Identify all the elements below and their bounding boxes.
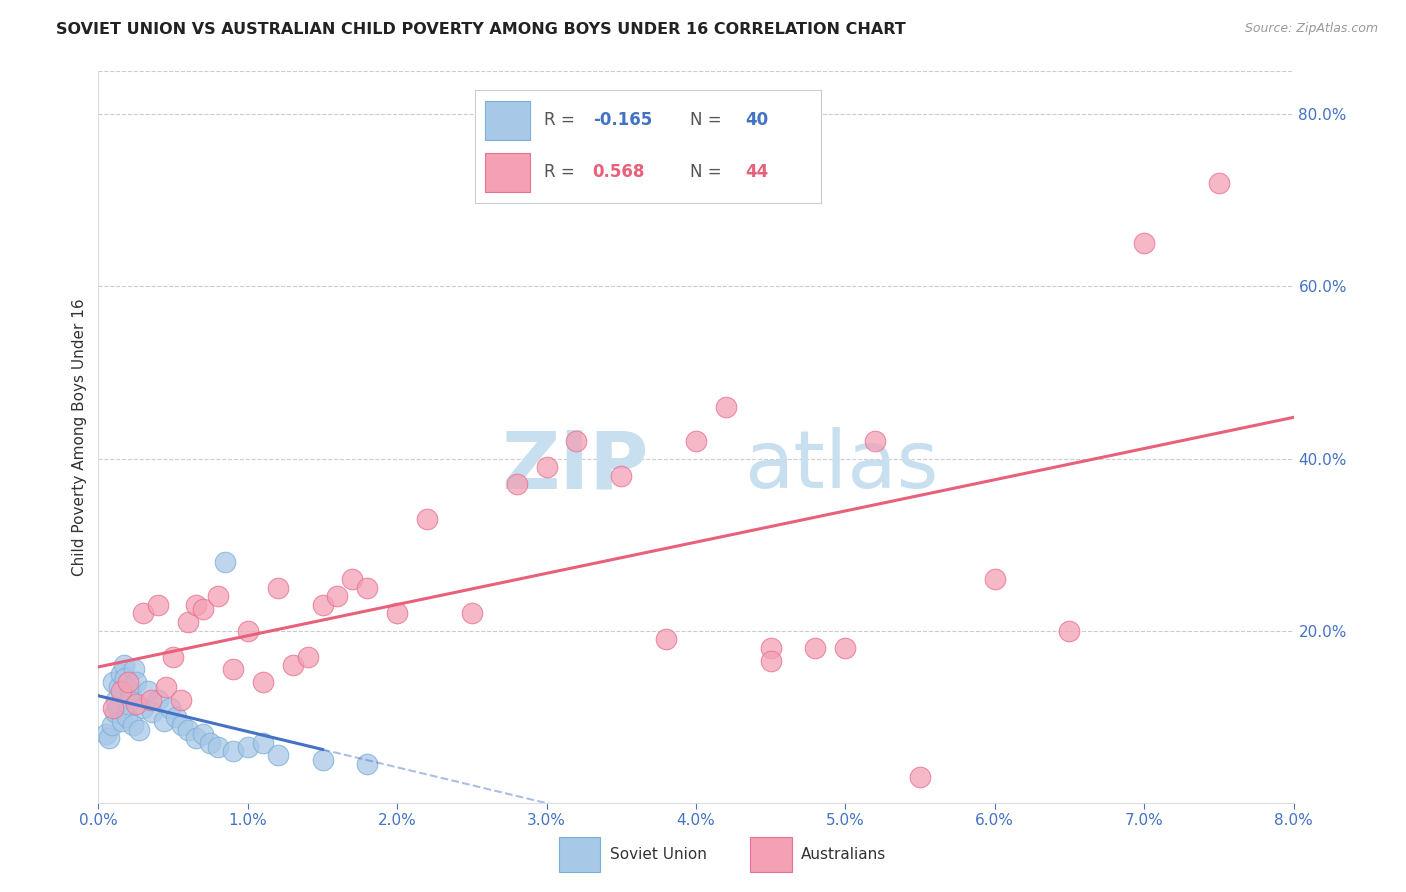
Point: [159, 701, 181, 715]
Point: [111, 714, 134, 728]
Point: [114, 671, 136, 685]
Point: [356, 581, 378, 595]
Point: [207, 739, 229, 754]
Text: atlas: atlas: [744, 427, 938, 506]
Point: [834, 640, 856, 655]
Point: [714, 400, 737, 414]
Point: [125, 675, 148, 690]
Point: [685, 434, 707, 449]
Point: [506, 477, 529, 491]
Point: [97, 731, 120, 746]
Point: [536, 460, 558, 475]
Point: [110, 666, 132, 681]
Point: [863, 434, 887, 449]
Point: [132, 607, 155, 621]
Point: [136, 684, 159, 698]
Point: [356, 757, 378, 772]
Text: Source: ZipAtlas.com: Source: ZipAtlas.com: [1244, 22, 1378, 36]
Point: [177, 615, 200, 629]
Point: [184, 731, 207, 746]
Text: ZIP: ZIP: [501, 427, 648, 506]
Point: [610, 468, 633, 483]
Point: [128, 723, 150, 737]
Point: [121, 718, 143, 732]
Point: [103, 675, 125, 690]
Point: [105, 692, 128, 706]
Point: [416, 512, 439, 526]
Point: [108, 680, 131, 694]
Y-axis label: Child Poverty Among Boys Under 16: Child Poverty Among Boys Under 16: [72, 298, 87, 576]
Point: [110, 684, 132, 698]
FancyBboxPatch shape: [749, 838, 792, 872]
Point: [107, 701, 129, 715]
Point: [385, 607, 409, 621]
Point: [804, 640, 827, 655]
Point: [139, 692, 162, 706]
Point: [117, 697, 139, 711]
Point: [104, 706, 127, 720]
Point: [267, 581, 290, 595]
Point: [1133, 236, 1156, 251]
Point: [1208, 176, 1230, 190]
Point: [112, 658, 135, 673]
Point: [565, 434, 588, 449]
FancyBboxPatch shape: [558, 838, 600, 872]
Point: [222, 744, 245, 758]
Point: [117, 675, 139, 690]
Point: [1059, 624, 1081, 638]
Point: [759, 654, 782, 668]
Point: [236, 624, 259, 638]
Point: [267, 748, 290, 763]
Point: [165, 710, 187, 724]
Point: [132, 701, 155, 715]
Text: SOVIET UNION VS AUSTRALIAN CHILD POVERTY AMONG BOYS UNDER 16 CORRELATION CHART: SOVIET UNION VS AUSTRALIAN CHILD POVERTY…: [56, 22, 905, 37]
Point: [311, 598, 333, 612]
Point: [148, 692, 170, 706]
Point: [118, 684, 141, 698]
Point: [297, 649, 319, 664]
Point: [908, 770, 931, 784]
Point: [115, 710, 138, 724]
Point: [252, 735, 274, 749]
Point: [984, 572, 1007, 586]
Point: [200, 735, 222, 749]
Point: [120, 688, 142, 702]
Point: [124, 662, 146, 676]
Point: [148, 598, 170, 612]
Point: [172, 718, 194, 732]
Point: [141, 706, 163, 720]
Point: [191, 727, 214, 741]
Point: [461, 607, 484, 621]
Point: [207, 589, 229, 603]
Point: [326, 589, 349, 603]
Point: [155, 680, 177, 694]
Point: [169, 692, 191, 706]
Point: [252, 675, 274, 690]
Point: [101, 718, 124, 732]
Text: Soviet Union: Soviet Union: [610, 847, 707, 862]
Point: [191, 602, 214, 616]
Point: [94, 727, 117, 741]
Point: [342, 572, 364, 586]
Point: [281, 658, 304, 673]
Point: [184, 598, 207, 612]
Point: [222, 662, 245, 676]
Point: [655, 632, 678, 647]
Point: [125, 697, 148, 711]
Point: [759, 640, 782, 655]
Point: [214, 555, 236, 569]
Point: [177, 723, 200, 737]
Text: Australians: Australians: [801, 847, 886, 862]
Point: [236, 739, 259, 754]
Point: [162, 649, 184, 664]
Point: [311, 753, 333, 767]
Point: [103, 701, 125, 715]
Point: [153, 714, 176, 728]
